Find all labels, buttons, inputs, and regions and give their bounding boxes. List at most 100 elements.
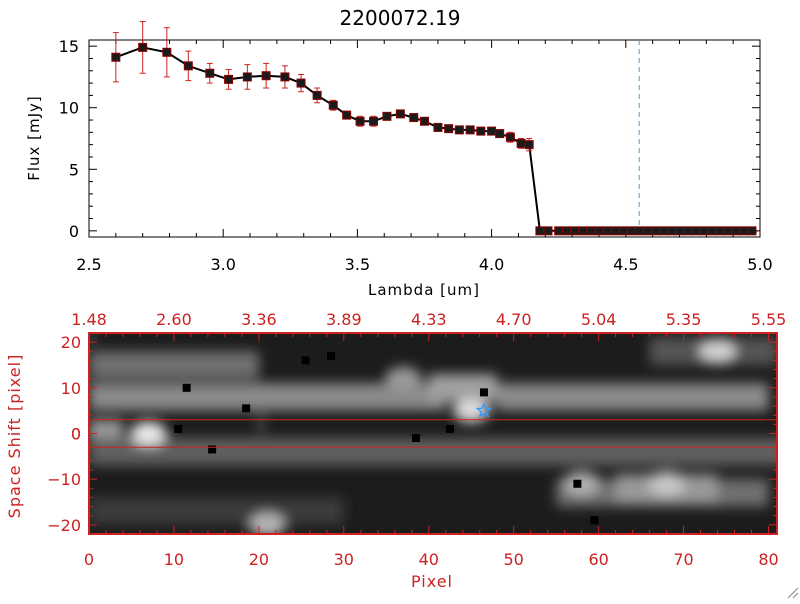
- bad-pixel: [174, 424, 183, 433]
- flux-data-point: [162, 47, 172, 57]
- heatmap-band: [89, 497, 344, 525]
- flux-data-point: [554, 226, 564, 236]
- flux-data-point: [658, 226, 668, 236]
- flux-data-point: [683, 226, 693, 236]
- heatmap-bright-spot: [130, 421, 167, 446]
- flux-data-point: [495, 129, 505, 139]
- bottom-x-tick-label: 20: [249, 550, 269, 569]
- flux-data-point: [594, 226, 604, 236]
- flux-data-point: [395, 109, 405, 119]
- flux-data-point: [420, 116, 429, 126]
- bottom-x-tick-label: 40: [419, 550, 439, 569]
- flux-data-point: [369, 116, 379, 126]
- bottom-x-tick-label: 30: [334, 550, 354, 569]
- bad-pixel: [573, 479, 582, 488]
- bad-pixel: [590, 516, 599, 525]
- heatmap-bright-spot: [699, 339, 736, 364]
- top-y-axis-label: Flux [mJy]: [25, 95, 43, 181]
- flux-data-point: [433, 122, 443, 132]
- bottom-x-tick-label: 50: [504, 550, 524, 569]
- flux-data-point: [524, 140, 534, 150]
- flux-data-point: [409, 113, 419, 123]
- flux-data-point: [723, 226, 733, 236]
- flux-data-point: [739, 226, 749, 236]
- heatmap-bright-spot: [453, 398, 490, 423]
- bottom-y-axis-label: Space Shift [pixel]: [5, 354, 24, 519]
- bad-pixel: [445, 424, 454, 433]
- bottom-top-tick-label: 4.33: [411, 310, 447, 329]
- flux-data-point: [382, 111, 392, 121]
- flux-data-point: [261, 71, 271, 81]
- bottom-x-tick-label: 60: [588, 550, 608, 569]
- heatmap-bright-spot: [648, 471, 685, 496]
- bottom-x-tick-label: 70: [673, 550, 693, 569]
- heatmap-bright-spot: [563, 471, 600, 496]
- bottom-y-tick-label: 10: [61, 379, 81, 398]
- top-x-tick-label: 4.5: [613, 255, 638, 274]
- flux-data-point: [505, 132, 515, 142]
- flux-data-point: [731, 226, 741, 236]
- flux-data-point: [454, 125, 464, 135]
- flux-data-point: [747, 226, 757, 236]
- bottom-y-tick-label: −10: [47, 470, 81, 489]
- flux-data-point: [312, 90, 322, 100]
- flux-data-point: [610, 226, 620, 236]
- flux-data-point: [618, 226, 628, 236]
- top-x-tick-label: 2.5: [76, 255, 101, 274]
- flux-data-point: [328, 100, 338, 110]
- flux-data-point: [111, 52, 121, 62]
- bottom-top-tick-label: 5.04: [581, 310, 617, 329]
- flux-data-point: [642, 226, 652, 236]
- bottom-top-tick-label: 4.70: [496, 310, 532, 329]
- flux-data-point: [602, 226, 612, 236]
- flux-data-point: [242, 72, 252, 82]
- bottom-top-tick-label: 3.36: [241, 310, 277, 329]
- flux-data-point: [707, 226, 717, 236]
- bottom-top-tick-label: 1.48: [71, 310, 107, 329]
- bottom-x-tick-label: 10: [164, 550, 184, 569]
- bottom-y-tick-label: 0: [71, 425, 81, 444]
- flux-data-point: [586, 226, 596, 236]
- flux-data-point: [444, 124, 454, 134]
- top-x-tick-label: 4.0: [479, 255, 504, 274]
- top-chart-title: 2200072.19: [340, 6, 461, 30]
- heatmap-blobs: [89, 333, 777, 534]
- flux-data-point: [476, 126, 486, 136]
- flux-data-point: [280, 72, 290, 82]
- top-plot-frame: [88, 39, 761, 238]
- bottom-top-tick-label: 5.35: [666, 310, 702, 329]
- flux-data-point: [138, 42, 148, 52]
- flux-data-point: [543, 226, 553, 236]
- flux-data-point: [296, 78, 306, 88]
- flux-data-point: [699, 226, 709, 236]
- bottom-x-axis-label: Pixel: [411, 572, 453, 591]
- bad-pixel: [208, 445, 217, 454]
- flux-data-point: [666, 226, 676, 236]
- star-marker: [475, 401, 493, 418]
- top-y-tick-label: 15: [59, 37, 79, 56]
- heatmap-band: [89, 383, 446, 411]
- bad-pixel: [301, 356, 310, 365]
- flux-data-point: [570, 226, 580, 236]
- bad-pixel: [242, 404, 251, 413]
- bottom-top-tick-label: 2.60: [156, 310, 192, 329]
- bottom-top-tick-label: 3.89: [326, 310, 362, 329]
- bad-pixel: [412, 434, 421, 443]
- heatmap-band: [428, 374, 497, 402]
- bad-pixel: [479, 388, 488, 397]
- flux-data-point: [535, 226, 545, 236]
- flux-data-point: [562, 226, 572, 236]
- flux-data-point: [650, 226, 660, 236]
- heatmap-band: [89, 438, 777, 466]
- bottom-x-tick-label: 0: [84, 550, 94, 569]
- flux-data-point: [634, 226, 644, 236]
- bottom-y-tick-label: 20: [61, 333, 81, 352]
- flux-data-point: [578, 226, 588, 236]
- flux-data-point: [487, 126, 497, 136]
- heatmap-bright-spot: [385, 366, 422, 391]
- flux-data-point: [516, 138, 526, 148]
- top-y-tick-label: 10: [59, 99, 79, 118]
- bottom-y-tick-label: −20: [47, 516, 81, 535]
